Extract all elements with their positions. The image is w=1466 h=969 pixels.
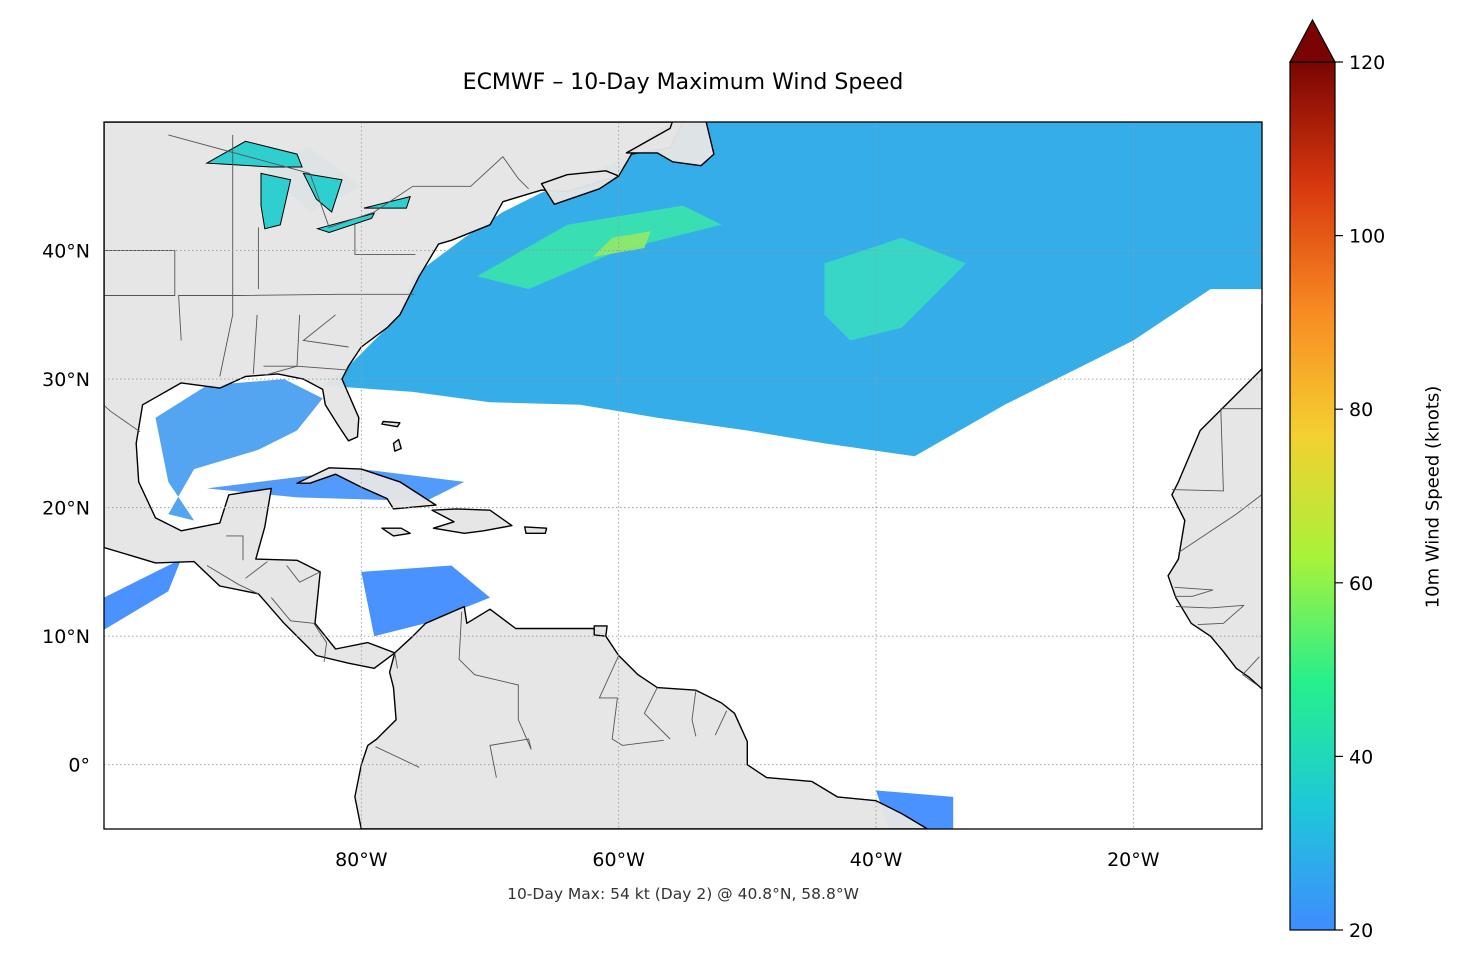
colorbar-tick-label: 80 bbox=[1349, 399, 1373, 421]
boundary-line bbox=[1197, 604, 1245, 626]
max-wind-footnote: 10-Day Max: 54 kt (Day 2) @ 40.8°N, 58.8… bbox=[507, 885, 859, 903]
boundary-line bbox=[302, 314, 349, 348]
colorbar-tick-label: 20 bbox=[1349, 920, 1373, 942]
colorbar-label: 10m Wind Speed (knots) bbox=[1422, 385, 1444, 609]
boundary-line bbox=[1171, 408, 1262, 492]
boundary-line bbox=[598, 655, 664, 746]
land-africa bbox=[1167, 303, 1262, 690]
boundary-line bbox=[1178, 493, 1262, 553]
boundary-line bbox=[375, 746, 420, 768]
boundary-line bbox=[264, 365, 349, 376]
colorbar-gradient bbox=[1290, 62, 1335, 930]
boundary-line bbox=[104, 250, 176, 296]
colorbar-frame bbox=[1289, 61, 1336, 931]
longitude-tick-labels: 80°W 60°W 40°W 20°W bbox=[335, 849, 1160, 871]
land-newfoundland bbox=[625, 122, 715, 167]
boundary-line bbox=[1175, 604, 1245, 609]
lake-ontario bbox=[363, 195, 411, 209]
latitude-tick-labels: 40°N 30°N 20°N 10°N 0° bbox=[42, 241, 90, 777]
land-bahamas-2 bbox=[392, 438, 402, 452]
colorbar-tick-label: 120 bbox=[1349, 52, 1385, 74]
land-cuba bbox=[296, 467, 437, 510]
boundary-line bbox=[178, 293, 415, 341]
lake-michigan bbox=[260, 172, 292, 230]
boundary-line bbox=[219, 134, 234, 377]
figure-title: ECMWF – 10-Day Maximum Wind Speed bbox=[462, 70, 904, 95]
lon-tick-label: 40°W bbox=[850, 849, 903, 871]
land-layer bbox=[104, 122, 1262, 829]
colorbar-tick-label: 60 bbox=[1349, 573, 1373, 595]
land-trinidad bbox=[593, 625, 608, 637]
boundaries-layer bbox=[104, 134, 1262, 778]
lat-tick-label: 40°N bbox=[42, 241, 90, 263]
land-hispaniola bbox=[431, 508, 513, 534]
boundary-line bbox=[714, 710, 728, 736]
boundary-line bbox=[354, 224, 416, 255]
lat-tick-label: 30°N bbox=[42, 369, 90, 391]
colorbar: 20 40 60 80 100 120 bbox=[1288, 18, 1385, 942]
boundary-line bbox=[489, 738, 532, 778]
boundary-line bbox=[394, 652, 398, 669]
boundary-line bbox=[691, 690, 697, 737]
colorbar-extend-arrow bbox=[1288, 18, 1337, 63]
lon-tick-label: 80°W bbox=[335, 849, 388, 871]
wind-region-wind-core-west bbox=[477, 205, 722, 290]
boundary-line bbox=[643, 687, 671, 740]
lon-tick-label: 20°W bbox=[1107, 849, 1160, 871]
colorbar-ticks: 20 40 60 80 100 120 bbox=[1335, 52, 1385, 942]
land-nova-scotia bbox=[540, 170, 620, 206]
boundary-line bbox=[226, 535, 244, 561]
land-north-america bbox=[104, 122, 684, 669]
boundary-line bbox=[168, 134, 529, 228]
wind-region-wind-max-streak bbox=[592, 231, 651, 257]
colorbar-tick-label: 100 bbox=[1349, 226, 1385, 248]
colorbar-tick-label: 40 bbox=[1349, 746, 1373, 768]
wind-region-western-caribbean bbox=[361, 565, 490, 637]
lat-tick-label: 20°N bbox=[42, 498, 90, 520]
lat-tick-label: 0° bbox=[68, 755, 90, 777]
map-area bbox=[104, 122, 1262, 829]
land-jamaica bbox=[381, 527, 411, 537]
boundary-line bbox=[270, 597, 314, 624]
wind-region-gulf-of-mexico bbox=[155, 379, 323, 521]
wind-region-eastern-pacific bbox=[104, 559, 182, 630]
lon-tick-label: 60°W bbox=[592, 849, 645, 871]
boundary-line bbox=[104, 404, 141, 433]
boundary-line bbox=[206, 565, 259, 595]
gridlines bbox=[104, 122, 1262, 829]
boundary-line bbox=[286, 565, 321, 583]
land-bahamas-1 bbox=[381, 420, 401, 428]
boundary-line bbox=[252, 314, 258, 374]
boundary-line bbox=[1174, 586, 1214, 597]
boundary-line bbox=[1242, 656, 1260, 686]
lake-superior bbox=[205, 140, 303, 168]
wind-region-north-atlantic bbox=[322, 122, 1262, 457]
boundary-line bbox=[245, 561, 268, 579]
wind-region-wind-core-east bbox=[824, 237, 967, 341]
land-puerto-rico bbox=[524, 526, 548, 534]
boundary-line bbox=[458, 611, 532, 750]
lat-tick-label: 10°N bbox=[42, 626, 90, 648]
lakes-layer bbox=[205, 140, 411, 234]
land-south-america bbox=[354, 605, 929, 829]
map-frame bbox=[103, 121, 1263, 830]
boundary-line bbox=[313, 623, 328, 662]
